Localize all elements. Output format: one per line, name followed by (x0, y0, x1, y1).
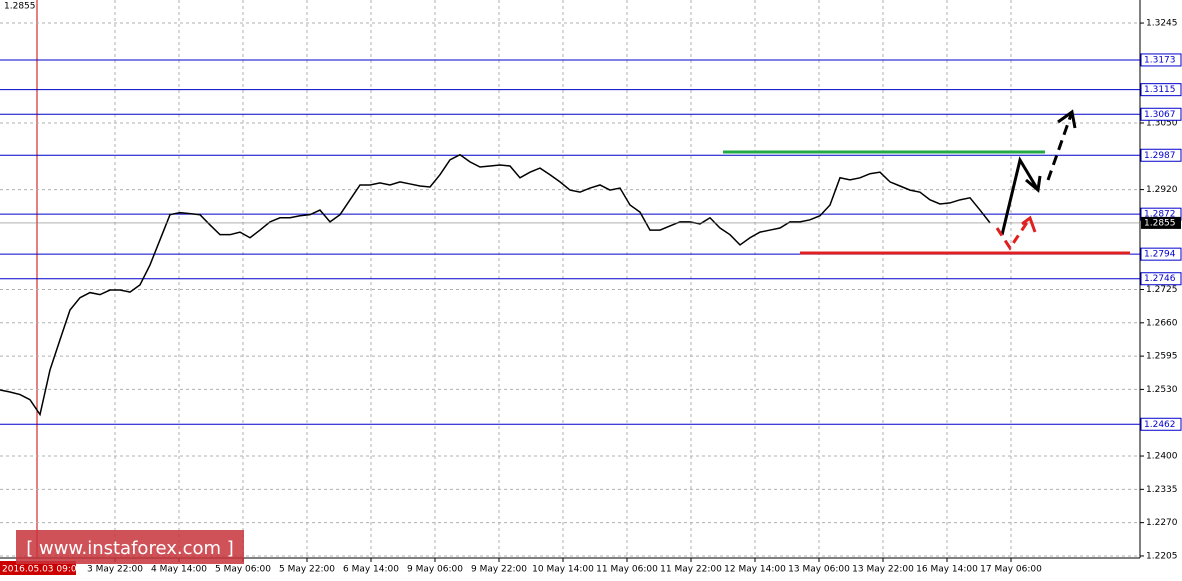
level-label-box (1140, 417, 1182, 431)
level-label-box (1140, 272, 1182, 286)
level-label-box (1140, 148, 1182, 162)
x-tick-label: 10 May 14:00 (532, 565, 594, 575)
y-tick-label: 1.3245 (1146, 19, 1178, 29)
x-tick-label: 13 May 22:00 (852, 565, 914, 575)
x-tick-label: 5 May 06:00 (215, 565, 271, 575)
x-tick-label: 13 May 06:00 (788, 565, 850, 575)
arrow-head (1057, 109, 1077, 129)
x-tick-label: 6 May 14:00 (343, 565, 399, 575)
level-label-box (1140, 107, 1182, 121)
level-label: 1.2462 (1144, 420, 1176, 430)
level-label: 1.2872 (1144, 210, 1176, 220)
watermark-box (16, 530, 244, 564)
y-tick-label: 1.2270 (1146, 518, 1178, 528)
forecast-arrow (1046, 111, 1074, 181)
y-tick-label: 1.2400 (1146, 452, 1178, 462)
start-label-box (0, 561, 76, 575)
level-label: 1.2794 (1144, 250, 1176, 260)
x-tick-label: 16 May 14:00 (916, 565, 978, 575)
y-tick-label: 1.2530 (1146, 385, 1178, 395)
y-tick-label: 1.2335 (1146, 485, 1178, 495)
corner-label: 1.2855 (4, 2, 36, 12)
x-tick-label: 5 May 22:00 (279, 565, 335, 575)
x-tick-label: 11 May 22:00 (660, 565, 722, 575)
x-tick-label: 9 May 22:00 (471, 565, 527, 575)
x-tick-label: 3 May 22:00 (87, 565, 143, 575)
current-price-label: 1.2855 (1144, 218, 1176, 228)
current-price-box (1141, 216, 1181, 229)
level-label-box (1140, 53, 1182, 67)
watermark: [ www.instaforex.com ] (26, 538, 234, 559)
level-label-box (1140, 83, 1182, 97)
level-label: 1.2746 (1144, 274, 1176, 284)
level-label: 1.2987 (1144, 151, 1176, 161)
y-tick-label: 1.3050 (1146, 118, 1178, 128)
y-tick-label: 1.2595 (1146, 352, 1178, 362)
y-tick-label: 1.2725 (1146, 285, 1178, 295)
arrow-head (1021, 215, 1037, 233)
y-tick-label: 1.2660 (1146, 318, 1178, 328)
x-tick-label: 11 May 06:00 (596, 565, 658, 575)
level-label: 1.3067 (1144, 110, 1176, 120)
y-tick-label: 1.2920 (1146, 185, 1178, 195)
level-label: 1.3173 (1144, 55, 1176, 65)
arrow-head (1025, 175, 1042, 193)
x-tick-label: 17 May 06:00 (980, 565, 1042, 575)
x-tick-label: 9 May 06:00 (407, 565, 463, 575)
forecast-arrow (1000, 156, 1040, 236)
alt-arrow (995, 217, 1032, 251)
level-label: 1.3115 (1144, 85, 1176, 95)
level-label-box (1140, 247, 1182, 261)
x-tick-label: 2016.05.03 09:00 (2, 565, 83, 575)
x-tick-label: 4 May 14:00 (151, 565, 207, 575)
y-tick-label: 1.2205 (1146, 551, 1178, 561)
price-line (0, 153, 991, 417)
x-tick-label: 12 May 14:00 (724, 565, 786, 575)
